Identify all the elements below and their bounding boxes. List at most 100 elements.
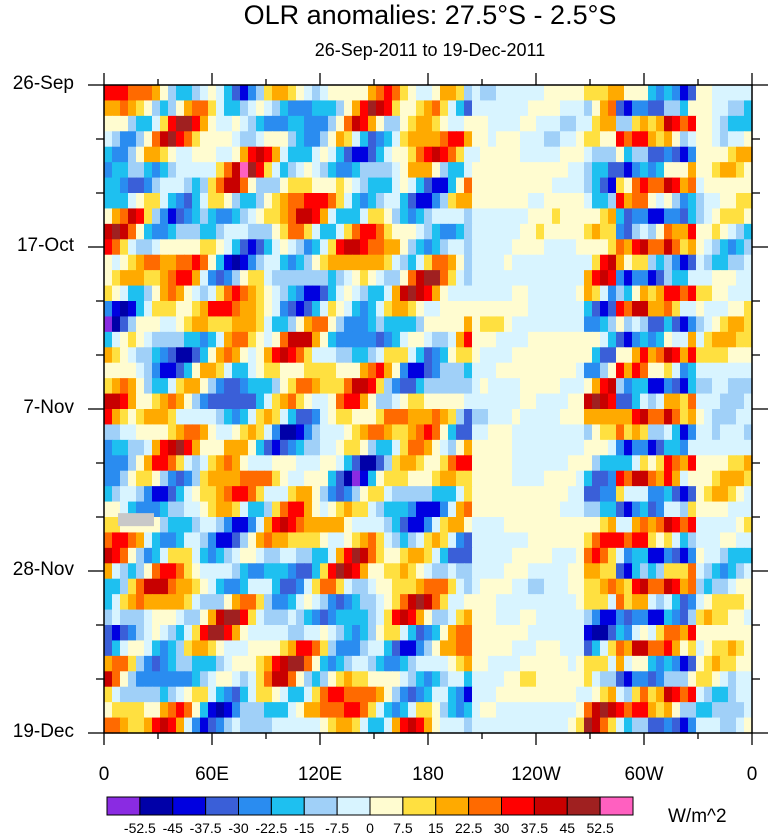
heatmap-cell [192,347,201,364]
heatmap-cell [584,301,593,318]
heatmap-cell [544,455,553,472]
heatmap-cell [512,578,521,595]
heatmap-cell [424,301,433,318]
heatmap-cell [456,547,465,564]
heatmap-cell [320,609,329,626]
heatmap-cell [272,100,281,117]
heatmap-cell [744,85,753,102]
heatmap-cell [216,409,225,426]
heatmap-cell [448,486,457,503]
heatmap-cell [336,362,345,379]
heatmap-cell [344,501,353,518]
heatmap-cell [512,393,521,410]
heatmap-cell [192,640,201,657]
heatmap-cell [112,162,121,179]
heatmap-cell [576,486,585,503]
heatmap-cell [248,239,257,256]
heatmap-cell [384,378,393,395]
heatmap-cell [616,316,625,333]
heatmap-cell [256,162,265,179]
heatmap-cell [704,223,713,240]
heatmap-cell [328,115,337,132]
heatmap-cell [560,717,569,734]
heatmap-cell [168,270,177,287]
heatmap-cell [352,594,361,611]
heatmap-cell [656,177,665,194]
heatmap-cell [728,439,737,456]
heatmap-cell [240,331,249,348]
heatmap-cell [352,671,361,688]
heatmap-cell [616,501,625,518]
heatmap-cell [552,455,561,472]
heatmap-cell [496,193,505,210]
heatmap-cell [360,625,369,642]
colorbar-swatch [336,796,371,816]
heatmap-cell [400,285,409,302]
heatmap-cell [328,193,337,210]
heatmap-cell [208,532,217,549]
heatmap-cell [280,177,289,194]
heatmap-cell [120,162,129,179]
heatmap-cell [312,609,321,626]
heatmap-cell [240,686,249,703]
heatmap-cell [528,470,537,487]
heatmap-cell [376,563,385,580]
heatmap-cell [552,609,561,626]
heatmap-cell [664,100,673,117]
heatmap-cell [504,640,513,657]
heatmap-cell [376,655,385,672]
heatmap-cell [680,501,689,518]
heatmap-cell [520,131,529,148]
heatmap-cell [264,285,273,302]
heatmap-cell [232,85,241,102]
heatmap-cell [320,301,329,318]
heatmap-cell [728,409,737,426]
heatmap-cell [608,563,617,580]
heatmap-cell [136,702,145,719]
heatmap-cell [296,162,305,179]
heatmap-cell [544,239,553,256]
heatmap-cell [656,547,665,564]
heatmap-cell [224,517,233,534]
heatmap-cell [600,424,609,441]
heatmap-cell [272,547,281,564]
heatmap-cell [184,239,193,256]
heatmap-cell [544,594,553,611]
heatmap-cell [272,686,281,703]
heatmap-cell [112,301,121,318]
heatmap-cell [744,100,753,117]
heatmap-cell [600,578,609,595]
heatmap-cell [232,131,241,148]
heatmap-cell [448,625,457,642]
heatmap-cell [496,517,505,534]
heatmap-cell [312,378,321,395]
heatmap-cell [320,501,329,518]
heatmap-cell [664,563,673,580]
heatmap-cell [176,532,185,549]
heatmap-cell [200,578,209,595]
heatmap-cell [664,671,673,688]
heatmap-cell [704,470,713,487]
heatmap-cell [688,501,697,518]
heatmap-cell [704,547,713,564]
heatmap-cell [600,486,609,503]
heatmap-cell [544,270,553,287]
heatmap-cell [512,686,521,703]
heatmap-cell [408,532,417,549]
heatmap-cell [344,316,353,333]
heatmap-cell [336,193,345,210]
heatmap-cell [560,532,569,549]
heatmap-cell [584,162,593,179]
heatmap-cell [384,486,393,503]
heatmap-cell [432,146,441,163]
heatmap-cell [328,208,337,225]
heatmap-cell [344,223,353,240]
heatmap-cell [480,671,489,688]
heatmap-cell [456,686,465,703]
heatmap-cell [368,671,377,688]
heatmap-cell [344,362,353,379]
heatmap-cell [288,193,297,210]
heatmap-cell [744,424,753,441]
heatmap-cell [320,362,329,379]
heatmap-cell [304,671,313,688]
